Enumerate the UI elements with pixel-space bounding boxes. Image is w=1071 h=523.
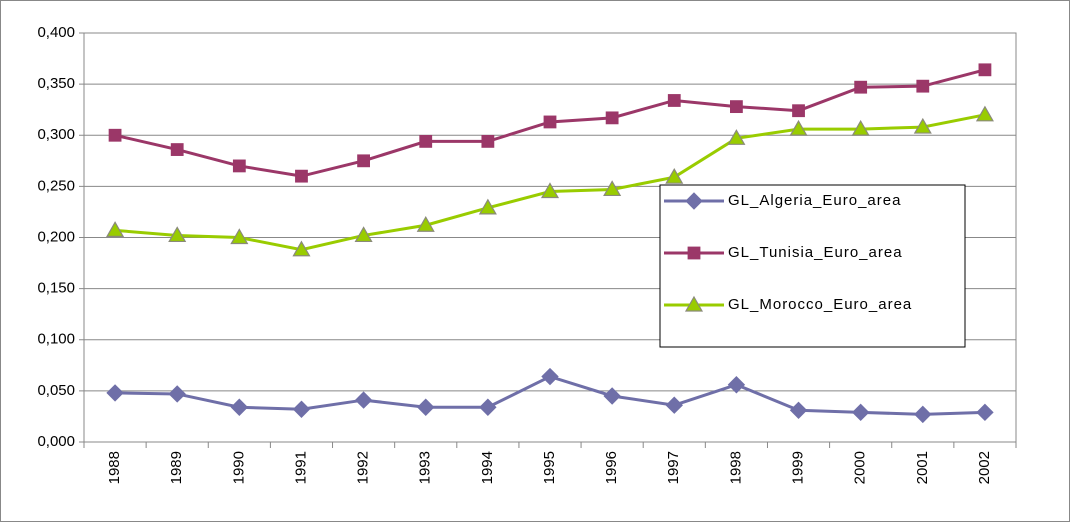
marker (230, 398, 249, 416)
marker (417, 398, 435, 416)
x-tick-label: 1994 (479, 451, 496, 484)
marker (605, 111, 619, 125)
marker (603, 180, 622, 197)
marker (975, 105, 994, 122)
marker (481, 134, 495, 148)
marker (727, 376, 746, 394)
y-tick-label: 0,000 (37, 433, 75, 450)
marker (665, 167, 684, 184)
marker (913, 117, 932, 134)
marker (232, 159, 246, 173)
y-tick-label: 0,350 (37, 75, 75, 92)
y-tick-label: 0,150 (37, 280, 75, 297)
x-tick-label: 1995 (541, 451, 558, 484)
legend-label: GL_Algeria_Euro_area (728, 192, 902, 209)
y-tick-label: 0,300 (37, 126, 75, 143)
x-tick-label: 1989 (168, 451, 185, 484)
marker (789, 401, 808, 420)
marker (292, 240, 311, 257)
marker (478, 198, 497, 215)
legend-marker (687, 246, 701, 260)
marker (727, 129, 746, 145)
legend-label: GL_Tunisia_Euro_area (728, 244, 903, 261)
x-tick-label: 1993 (417, 451, 434, 484)
marker (416, 216, 435, 232)
marker (789, 119, 808, 136)
marker (295, 169, 308, 183)
marker (916, 79, 930, 93)
x-tick-label: 2002 (976, 451, 993, 484)
legend-marker (684, 295, 704, 312)
y-tick-label: 0,250 (37, 177, 75, 194)
x-tick-label: 2000 (852, 451, 869, 484)
x-tick-label: 1991 (292, 451, 309, 484)
legend-box (659, 184, 966, 348)
marker (230, 228, 249, 245)
legend-marker (685, 192, 703, 210)
marker (792, 104, 805, 118)
marker (543, 115, 557, 129)
marker (851, 119, 870, 136)
legend-label: GL_Morocco_Euro_area (728, 296, 913, 313)
marker (292, 400, 311, 418)
y-tick-label: 0,400 (37, 24, 75, 41)
marker (665, 396, 683, 414)
marker (914, 405, 932, 424)
marker (730, 100, 743, 114)
x-tick-label: 1990 (230, 451, 247, 484)
marker (667, 94, 681, 107)
y-tick-label: 0,200 (37, 228, 75, 245)
marker (354, 391, 373, 409)
marker (108, 128, 122, 142)
marker (603, 387, 621, 405)
marker (540, 182, 560, 199)
marker (354, 226, 373, 243)
x-tick-label: 1997 (665, 451, 682, 484)
x-tick-label: 1998 (727, 451, 744, 484)
marker (854, 80, 868, 94)
marker (978, 63, 992, 77)
y-tick-label: 0,050 (37, 382, 75, 399)
marker (976, 403, 994, 422)
x-tick-label: 1996 (603, 451, 620, 484)
x-tick-label: 1999 (790, 451, 807, 484)
y-tick-label: 0,100 (37, 331, 75, 348)
marker (479, 398, 497, 416)
marker (106, 384, 124, 402)
marker (541, 367, 559, 386)
marker (170, 143, 184, 156)
marker (851, 403, 870, 422)
marker (419, 134, 433, 148)
x-tick-label: 1988 (106, 451, 123, 484)
marker (106, 221, 125, 237)
x-tick-label: 2001 (914, 451, 931, 484)
marker (168, 226, 187, 243)
marker (168, 385, 186, 403)
x-tick-label: 1992 (355, 451, 372, 484)
marker (357, 154, 370, 168)
